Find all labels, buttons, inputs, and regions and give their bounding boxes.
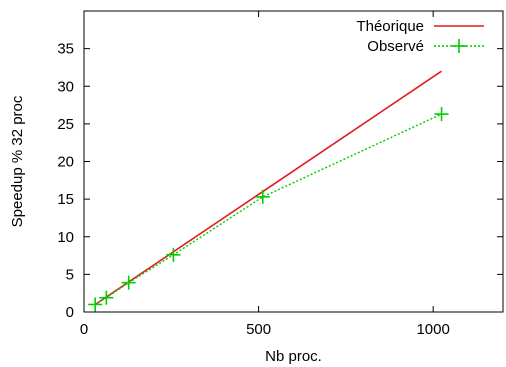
x-tick-label: 1000 xyxy=(416,321,449,338)
y-tick-label: 25 xyxy=(57,116,74,133)
legend-label-theorique: Théorique xyxy=(356,18,424,35)
data-point-observe xyxy=(434,107,449,122)
data-point-observe xyxy=(88,297,103,312)
legend: Théorique Observé xyxy=(356,18,484,55)
legend-label-observe: Observé xyxy=(367,38,424,55)
data-point-observe xyxy=(121,275,136,290)
y-axis-title: Speedup % 32 proc xyxy=(9,95,26,227)
y-tick-label: 10 xyxy=(57,229,74,246)
data-point-observe xyxy=(255,189,270,204)
plot-frame xyxy=(83,10,504,313)
data-point-observe xyxy=(166,247,181,262)
x-tick-label: 0 xyxy=(80,321,88,338)
y-tick-label: 0 xyxy=(66,304,74,321)
y-tick-label: 15 xyxy=(57,191,74,208)
x-axis-title: Nb proc. xyxy=(265,348,322,365)
x-tick-label: 500 xyxy=(246,321,271,338)
series-layer xyxy=(88,70,449,312)
series-line-theorique xyxy=(94,70,442,306)
y-tick-label: 5 xyxy=(66,266,74,283)
y-tick-label: 35 xyxy=(57,41,74,58)
y-tick-label: 30 xyxy=(57,78,74,95)
axes: 0 5 10 15 20 25 30 35 0 500 1000 xyxy=(57,11,503,338)
data-point-observe xyxy=(99,290,114,305)
legend-marker-observe xyxy=(452,39,466,53)
series-line-observe xyxy=(94,113,442,306)
y-tick-label: 20 xyxy=(57,154,74,171)
